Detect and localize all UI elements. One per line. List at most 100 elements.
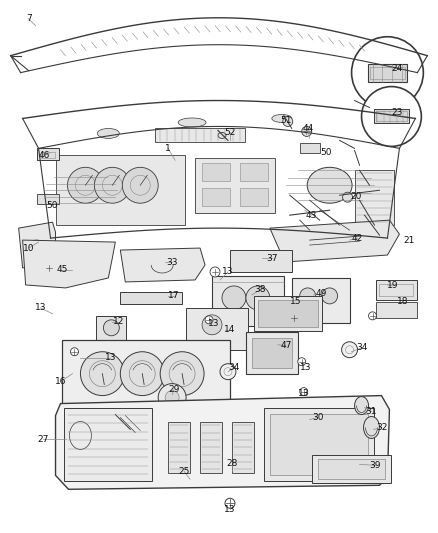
Text: 19: 19	[387, 281, 398, 290]
Ellipse shape	[61, 175, 99, 205]
Text: 38: 38	[254, 286, 265, 294]
Circle shape	[343, 192, 353, 202]
Circle shape	[158, 384, 186, 411]
Polygon shape	[23, 240, 115, 288]
Bar	[63, 340, 230, 422]
Circle shape	[342, 342, 357, 358]
Text: 25: 25	[178, 467, 190, 476]
Text: 13: 13	[105, 353, 116, 362]
Bar	[379, 284, 413, 296]
Bar	[300, 143, 320, 154]
Bar	[374, 109, 410, 124]
Bar	[200, 422, 222, 473]
Circle shape	[298, 358, 306, 366]
Bar	[56, 155, 185, 225]
Text: 28: 28	[226, 459, 238, 468]
Ellipse shape	[355, 397, 368, 415]
Bar	[240, 163, 268, 181]
Bar	[37, 194, 59, 204]
Bar	[375, 302, 417, 318]
Circle shape	[283, 117, 293, 126]
Text: 18: 18	[397, 297, 408, 306]
Ellipse shape	[272, 115, 292, 123]
Circle shape	[210, 267, 220, 277]
Text: 50: 50	[47, 201, 58, 209]
Circle shape	[122, 167, 158, 203]
Circle shape	[120, 352, 164, 395]
Circle shape	[246, 286, 270, 310]
Bar	[292, 278, 350, 323]
Text: 20: 20	[350, 192, 361, 201]
Ellipse shape	[364, 416, 379, 439]
Text: 13: 13	[300, 363, 311, 372]
Bar	[367, 63, 407, 82]
Circle shape	[225, 498, 235, 508]
Polygon shape	[56, 395, 389, 489]
Text: 43: 43	[306, 211, 318, 220]
Text: 44: 44	[302, 124, 313, 133]
Bar	[195, 158, 275, 213]
Text: 32: 32	[376, 423, 387, 432]
Text: 29: 29	[169, 385, 180, 394]
Text: 33: 33	[166, 257, 178, 266]
Bar	[252, 338, 292, 368]
Polygon shape	[19, 222, 56, 268]
Text: 51: 51	[280, 116, 292, 125]
Text: 14: 14	[224, 325, 236, 334]
Bar	[64, 408, 152, 481]
Circle shape	[202, 315, 222, 335]
Text: 13: 13	[35, 303, 46, 312]
Circle shape	[220, 364, 236, 379]
Text: 37: 37	[266, 254, 278, 263]
Bar	[355, 171, 395, 225]
Bar	[37, 148, 59, 160]
Text: 34: 34	[356, 343, 367, 352]
Bar	[202, 163, 230, 181]
Text: 17: 17	[168, 292, 180, 301]
Bar	[230, 250, 292, 272]
Bar	[41, 152, 54, 158]
Text: 31: 31	[366, 407, 377, 416]
Ellipse shape	[218, 132, 226, 139]
Bar	[202, 188, 230, 206]
Ellipse shape	[97, 128, 119, 139]
Text: 24: 24	[392, 64, 403, 73]
Text: 47: 47	[280, 341, 291, 350]
Text: 1: 1	[165, 144, 171, 153]
Polygon shape	[270, 220, 399, 262]
Text: 10: 10	[23, 244, 34, 253]
Bar	[375, 280, 417, 300]
Circle shape	[361, 86, 421, 147]
Circle shape	[160, 352, 204, 395]
Bar	[155, 128, 245, 142]
Text: 52: 52	[224, 128, 236, 137]
Bar	[186, 308, 248, 350]
Text: 27: 27	[37, 435, 48, 444]
Text: 42: 42	[352, 233, 363, 243]
Text: 34: 34	[228, 363, 240, 372]
Polygon shape	[120, 248, 205, 282]
Circle shape	[290, 314, 298, 322]
Circle shape	[300, 387, 308, 395]
Circle shape	[81, 352, 124, 395]
Text: 13: 13	[298, 389, 310, 398]
Text: 46: 46	[39, 151, 50, 160]
Text: 13: 13	[224, 505, 236, 514]
Text: 7: 7	[26, 14, 32, 23]
Bar	[232, 422, 254, 473]
Bar	[120, 292, 182, 304]
Bar	[312, 455, 392, 483]
Text: 30: 30	[312, 413, 323, 422]
Text: 12: 12	[113, 317, 124, 326]
Bar	[370, 67, 406, 78]
Text: 45: 45	[57, 265, 68, 274]
Circle shape	[205, 316, 213, 324]
Bar	[318, 459, 385, 479]
Bar	[270, 414, 367, 475]
Text: 13: 13	[208, 319, 220, 328]
Circle shape	[321, 288, 338, 304]
Bar	[264, 408, 374, 481]
Circle shape	[300, 288, 316, 304]
Ellipse shape	[178, 118, 206, 127]
Text: 16: 16	[55, 377, 66, 386]
